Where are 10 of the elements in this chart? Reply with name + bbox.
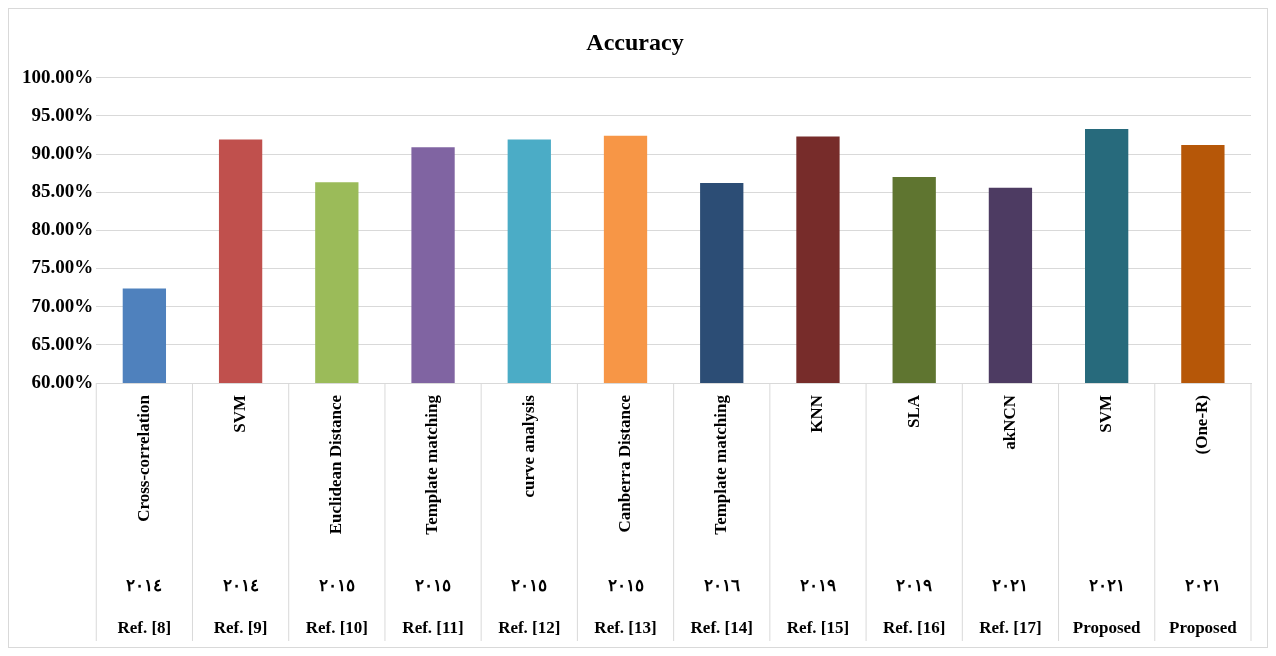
y-tick-label: 60.00% (31, 370, 94, 392)
y-tick-label: 75.00% (31, 256, 94, 278)
chart-title: Accuracy (586, 28, 684, 55)
y-tick-label: 70.00% (31, 294, 94, 316)
y-tick-label: 90.00% (31, 142, 94, 164)
y-tick-label: 85.00% (31, 180, 94, 202)
y-tick-label: 100.00% (22, 65, 94, 87)
y-tick-label: 80.00% (31, 218, 94, 240)
y-tick-label: 95.00% (31, 103, 94, 125)
y-tick-label: 65.00% (31, 332, 94, 354)
